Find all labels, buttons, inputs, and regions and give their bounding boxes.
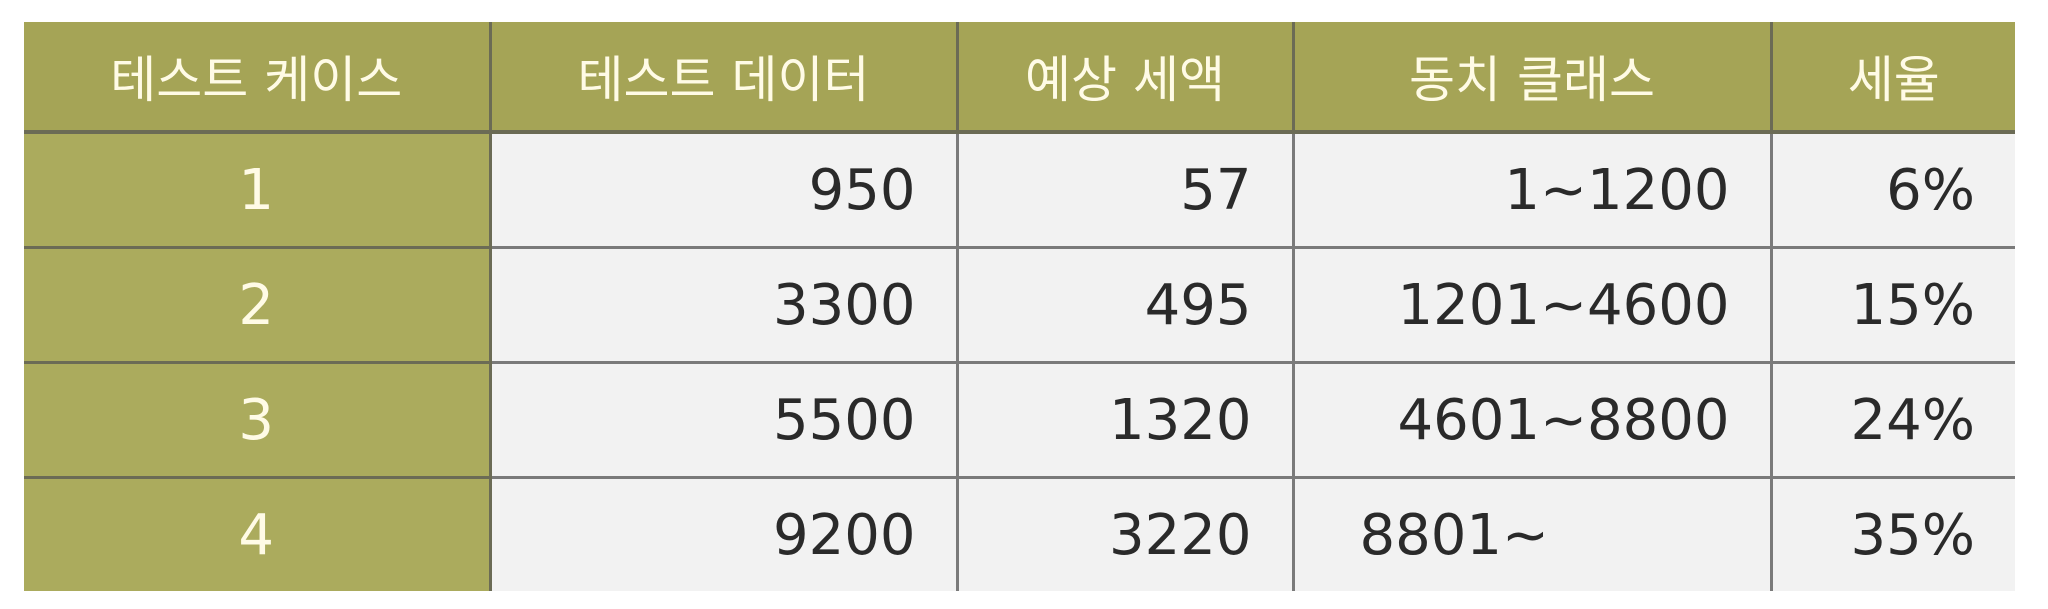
cell-rate: 35% (1769, 477, 2015, 591)
header-row: 테스트 케이스 테스트 데이터 예상 세액 동치 클래스 세율 (24, 22, 2015, 134)
cell-class: 1~1200 (1291, 132, 1773, 249)
cell-data: 950 (488, 132, 959, 249)
cell-data: 9200 (488, 477, 959, 591)
cell-class: 8801~ (1291, 477, 1773, 591)
cell-rate: 6% (1769, 132, 2015, 249)
cell-case: 3 (24, 362, 492, 479)
cell-tax: 3220 (955, 477, 1295, 591)
cell-rate: 15% (1769, 247, 2015, 364)
cell-case: 4 (24, 477, 492, 591)
cell-tax: 57 (955, 132, 1295, 249)
test-case-table: 테스트 케이스 테스트 데이터 예상 세액 동치 클래스 세율 1 950 57… (24, 22, 2015, 591)
cell-class: 4601~8800 (1291, 362, 1773, 479)
header-test-case: 테스트 케이스 (24, 22, 492, 134)
cell-tax: 1320 (955, 362, 1295, 479)
cell-rate: 24% (1769, 362, 2015, 479)
cell-class: 1201~4600 (1291, 247, 1773, 364)
table-row: 3 5500 1320 4601~8800 24% (24, 362, 2015, 479)
table-row: 4 9200 3220 8801~ 35% (24, 477, 2015, 591)
header-test-data: 테스트 데이터 (490, 22, 959, 134)
table-row: 2 3300 495 1201~4600 15% (24, 247, 2015, 364)
cell-case: 1 (24, 132, 492, 249)
cell-tax: 495 (955, 247, 1295, 364)
header-tax-rate: 세율 (1771, 22, 2015, 134)
header-expected-tax: 예상 세액 (957, 22, 1295, 134)
table-row: 1 950 57 1~1200 6% (24, 132, 2015, 249)
cell-case: 2 (24, 247, 492, 364)
header-equivalence-class: 동치 클래스 (1293, 22, 1773, 134)
cell-data: 5500 (488, 362, 959, 479)
cell-data: 3300 (488, 247, 959, 364)
